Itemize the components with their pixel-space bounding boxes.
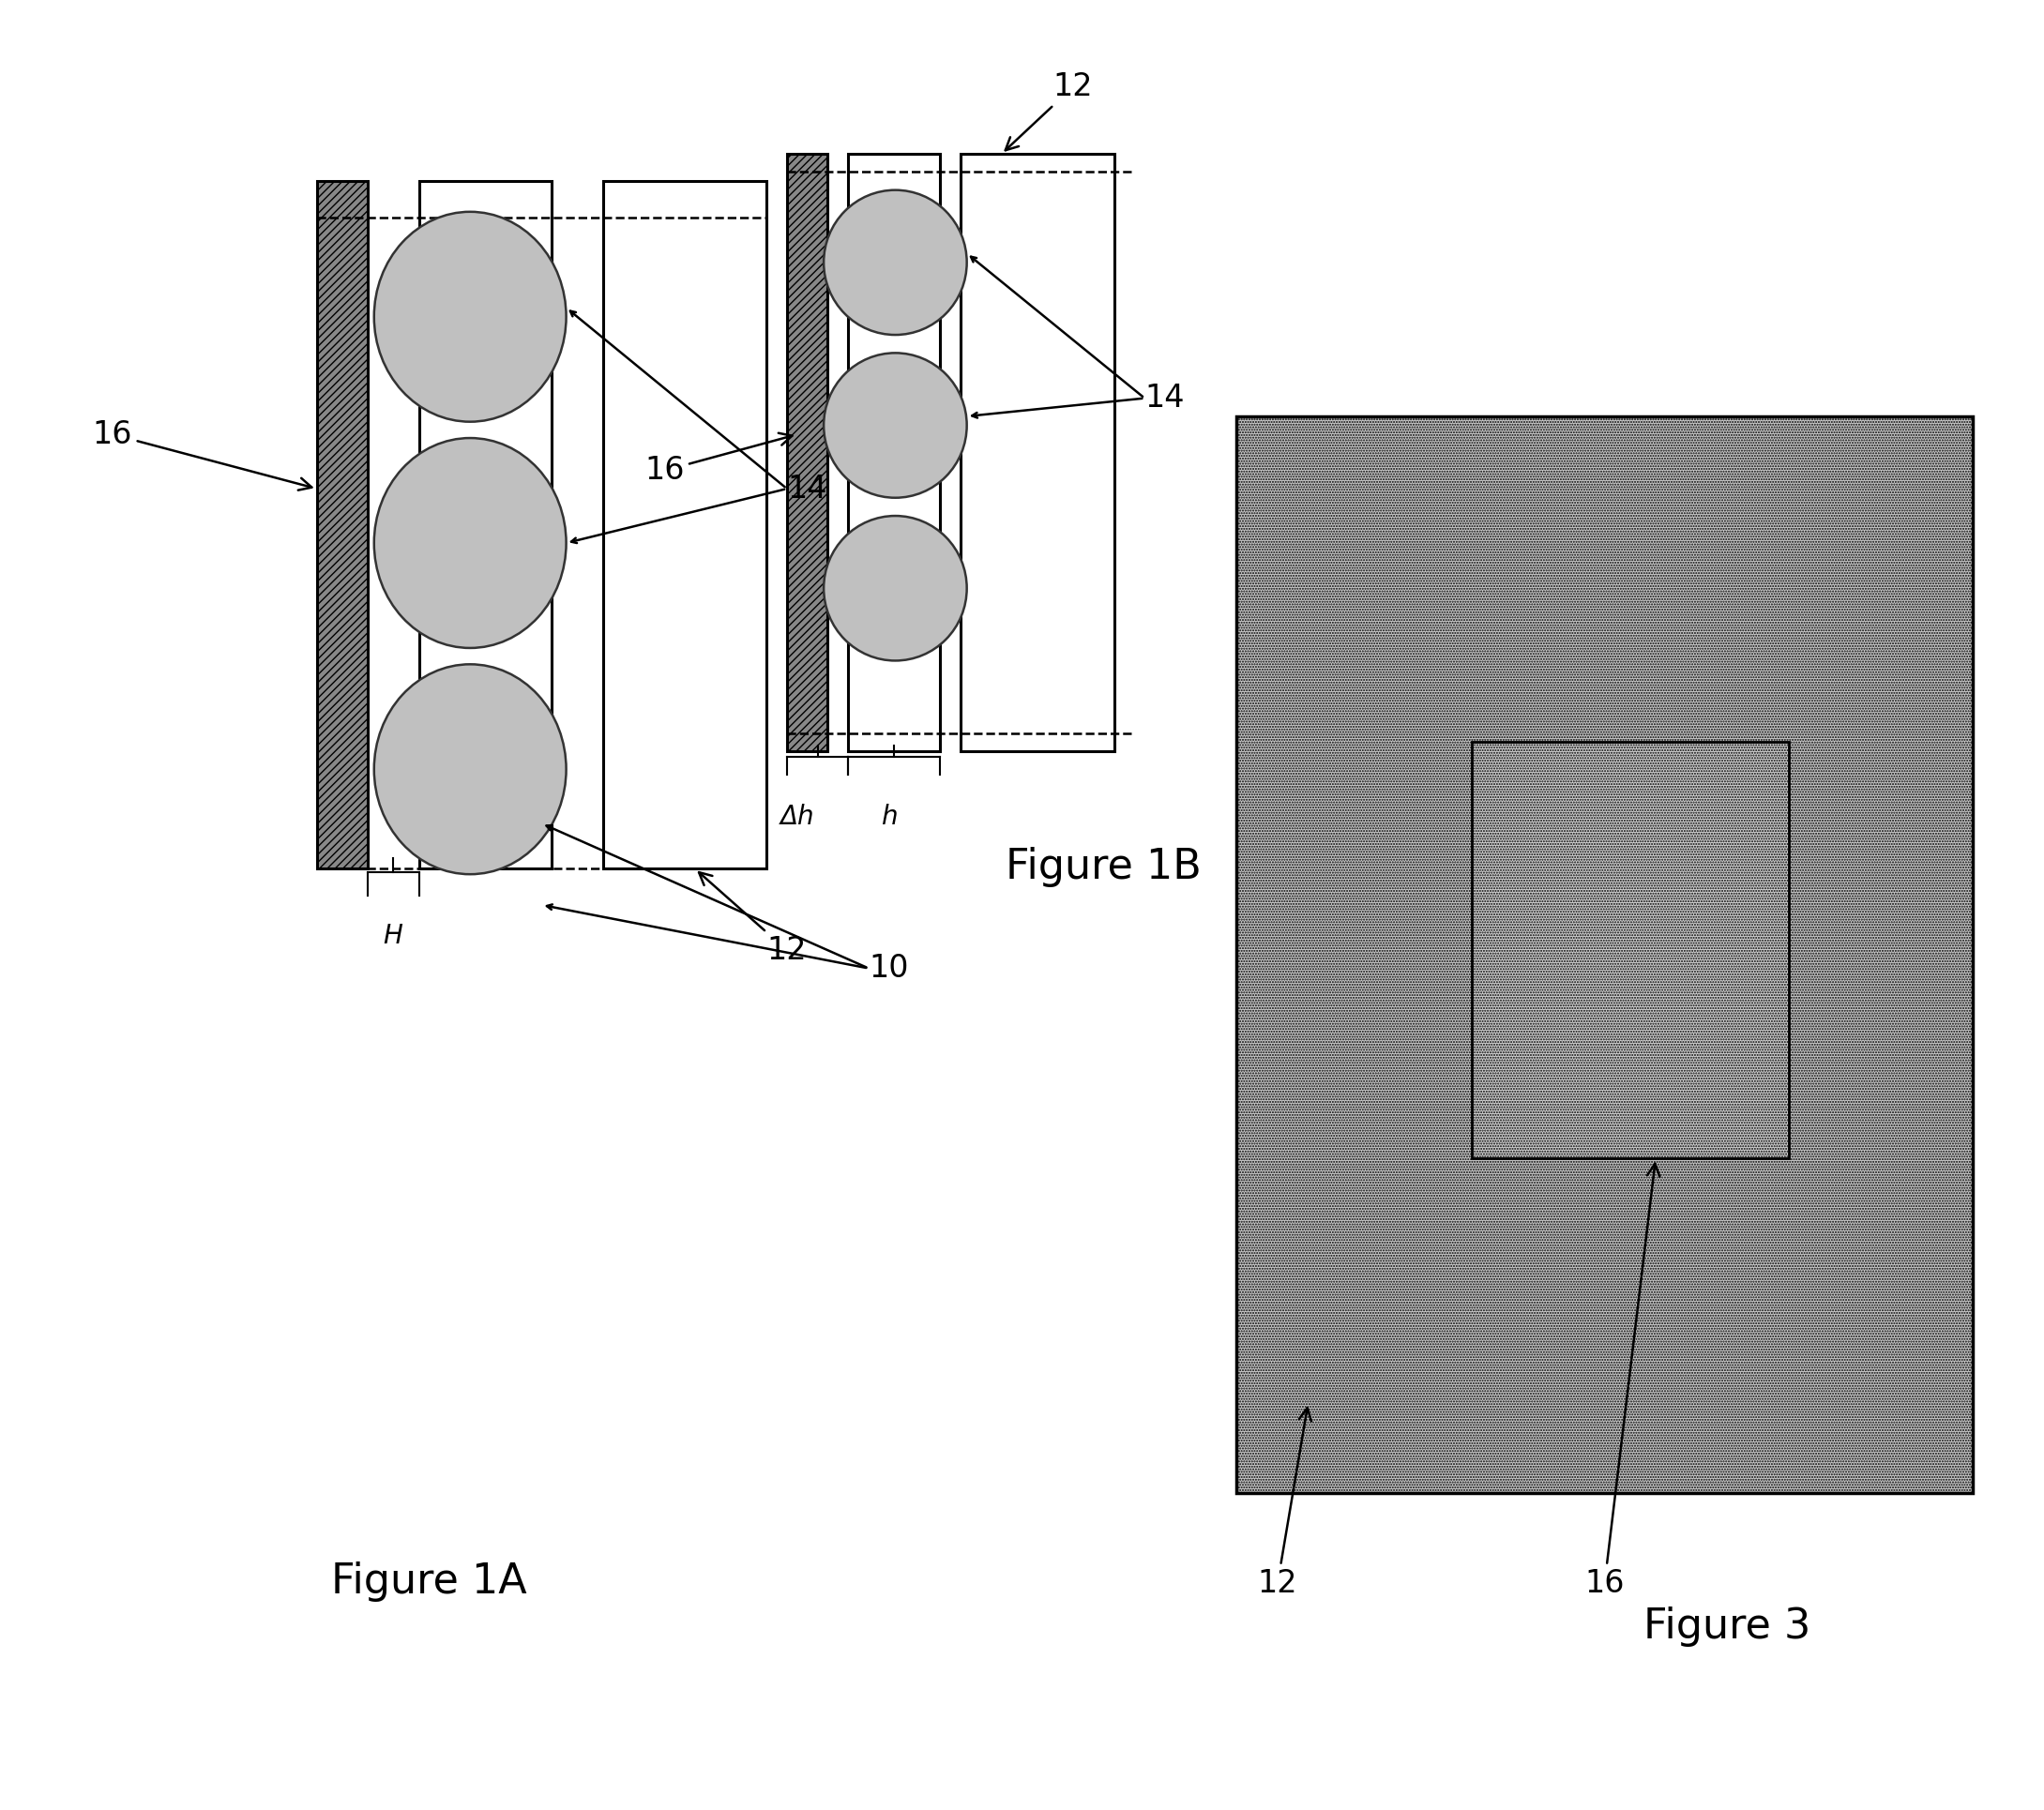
Text: Figure 3: Figure 3 [1643, 1607, 1811, 1647]
Text: 10: 10 [869, 952, 910, 985]
Text: 16: 16 [92, 418, 313, 491]
Ellipse shape [374, 664, 566, 874]
Text: 12: 12 [1257, 1408, 1312, 1600]
Bar [848, 154, 940, 751]
Ellipse shape [824, 516, 967, 661]
Bar [787, 154, 828, 751]
Text: 14: 14 [1145, 382, 1186, 414]
Text: 16: 16 [1584, 1164, 1660, 1600]
Text: H: H [382, 923, 403, 950]
Bar [317, 181, 368, 869]
Text: Figure 1A: Figure 1A [331, 1562, 527, 1602]
Ellipse shape [374, 212, 566, 422]
Ellipse shape [824, 190, 967, 335]
Bar [1237, 416, 1972, 1493]
Text: Figure 1B: Figure 1B [1006, 847, 1202, 887]
Text: h: h [881, 804, 897, 831]
Bar [419, 181, 552, 869]
Text: 12: 12 [1006, 71, 1094, 150]
Ellipse shape [824, 353, 967, 498]
Text: Δh: Δh [781, 804, 814, 831]
Bar [961, 154, 1114, 751]
Ellipse shape [374, 438, 566, 648]
Bar [1472, 742, 1788, 1158]
Bar [603, 181, 766, 869]
Text: 12: 12 [699, 872, 807, 967]
Text: 16: 16 [644, 433, 793, 487]
Text: 14: 14 [787, 472, 828, 505]
